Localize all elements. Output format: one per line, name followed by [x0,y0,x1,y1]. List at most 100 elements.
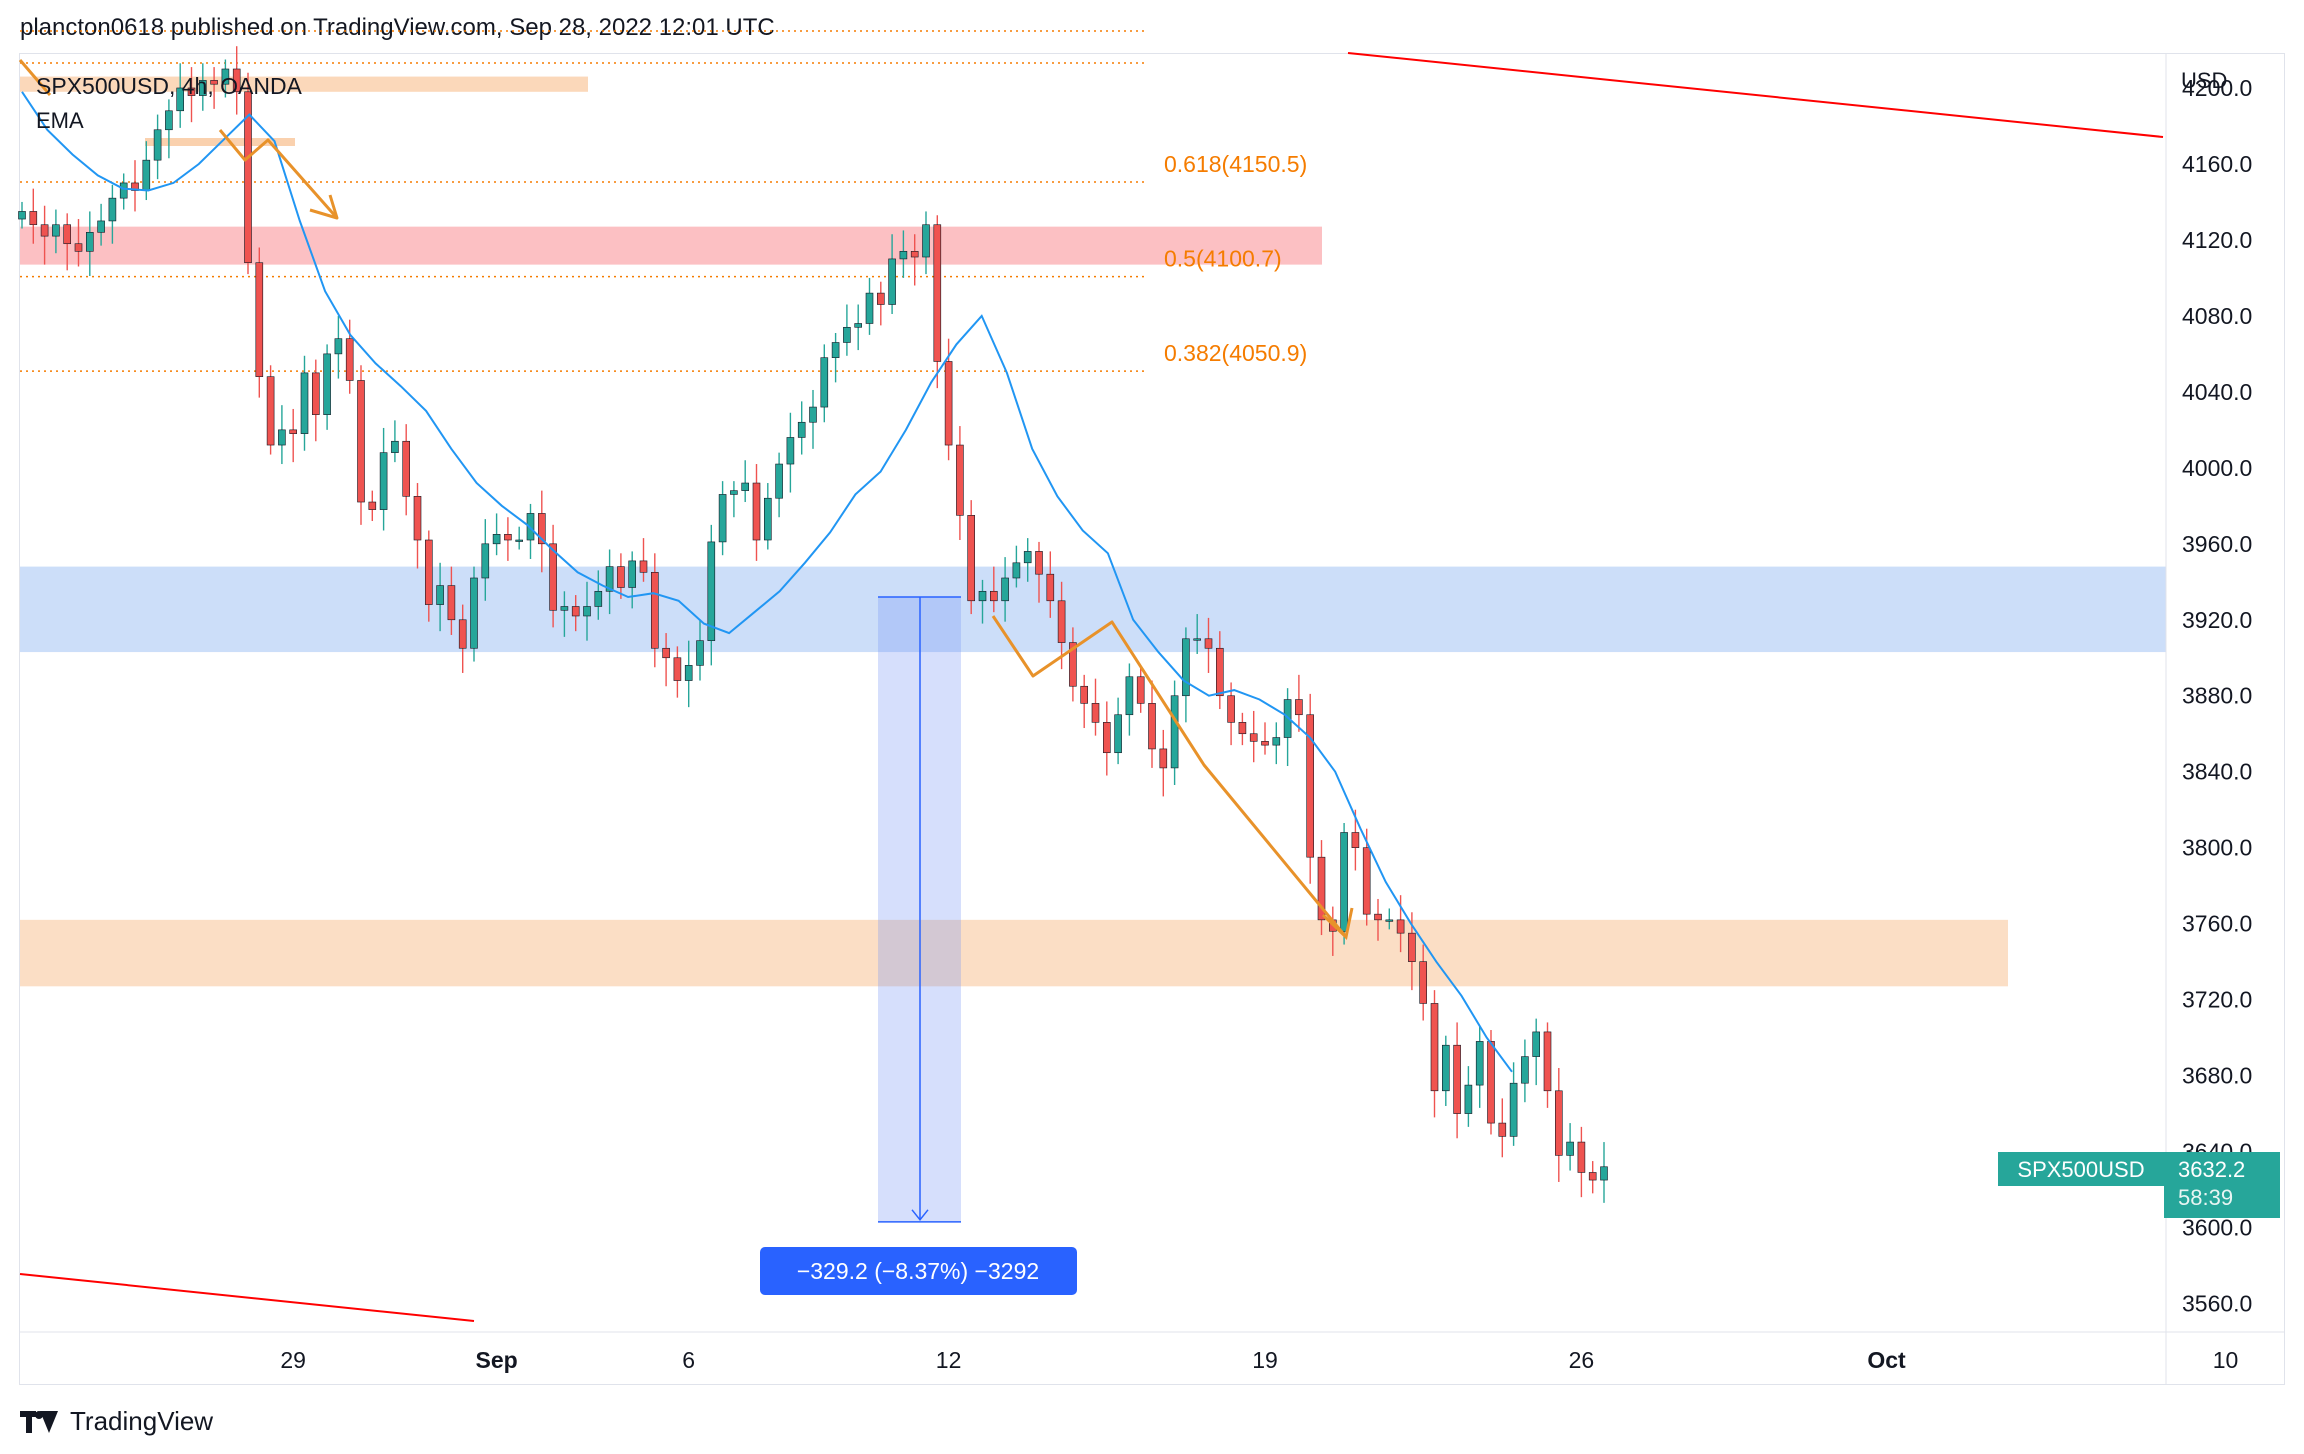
candle-body [1295,699,1303,716]
measure-layer: −329.2 (−8.37%) −3292 [760,596,1077,1295]
candle-body [1475,1041,1484,1086]
fib-label-1: 0.5(4100.7) [1164,246,1282,272]
fib-label-0: 0.618(4150.5) [1164,151,1307,177]
price-tag-countdown: 58:39 [2178,1185,2233,1210]
candle-body [244,91,252,264]
candle-body [809,406,817,423]
footer-brand: TradingView [70,1406,214,1436]
candle-body [119,182,128,199]
candle-body [526,513,535,541]
candle-body [967,515,976,602]
candle-body [1012,562,1021,579]
candle-body [1249,733,1258,742]
candle-body [854,323,863,328]
x-tick-label: Sep [476,1347,518,1373]
candle-body [86,232,94,252]
candle-body [1543,1031,1552,1092]
candle-body [888,258,896,305]
y-tick-label: 4160.0 [2182,151,2252,177]
candle-body [187,87,196,96]
candle-body [492,534,501,545]
annotation-arrow-head [1321,907,1354,940]
candle-body [831,342,840,358]
candle-body [345,338,354,381]
candle-body [1170,695,1179,769]
candle-body [922,224,930,258]
candle-body [289,429,298,434]
candle-body [843,326,851,343]
candle-body [357,380,365,503]
candle-body [311,372,320,415]
candle-body [933,224,942,362]
candle-body [424,539,433,605]
candle-body [865,292,874,324]
price-tag-symbol: SPX500USD [2017,1157,2144,1182]
candle-body [820,357,829,408]
candle-body [1408,932,1416,962]
candle-body [1272,737,1281,746]
candle-body [391,440,399,453]
y-tick-label: 4120.0 [2182,227,2252,253]
candle-body [1442,1044,1450,1092]
y-tick-label: 4040.0 [2182,379,2252,405]
annotation-arrow-1 [218,129,339,219]
measure-label: −329.2 (−8.37%) −3292 [797,1258,1039,1284]
candle-body [334,338,343,355]
candle-body [605,566,614,592]
publish-header: plancton0618 published on TradingView.co… [20,14,775,41]
candle-body [1521,1056,1529,1084]
candle-body [1193,638,1201,641]
candle-body [1600,1166,1608,1181]
fib-layer: 0.618(4150.5) 0.5(4100.7) 0.382(4050.9) [20,30,1307,372]
y-tick-label: 3560.0 [2182,1291,2252,1317]
candle-body [594,590,603,607]
candle-body [1351,832,1360,848]
candle-body [1216,647,1224,697]
candle-body [368,501,377,510]
candle-body [1362,847,1371,915]
candle-body [470,577,478,649]
candle-body [165,110,173,131]
y-tick-label: 3880.0 [2182,683,2252,709]
candle-body [323,353,331,415]
candle-body [1588,1172,1597,1181]
candle-body [40,224,49,237]
x-tick-label: 10 [2213,1347,2239,1373]
candle-body [300,372,309,434]
tradingview-logo[interactable]: TradingView [20,1406,213,1437]
x-tick-label: Oct [1867,1347,1906,1373]
candle-body [910,251,919,258]
y-tick-label: 3840.0 [2182,759,2252,785]
candle-body [1227,695,1235,723]
candle-body [1091,703,1100,723]
candle-body [232,68,241,93]
candle-body [1001,577,1009,602]
y-tick-label: 4000.0 [2182,455,2252,481]
candle-body [797,421,806,438]
legend-indicator: EMA [36,108,84,133]
candle-body [1532,1031,1540,1057]
candle-body [956,444,964,516]
candle-body [1385,919,1394,922]
candle-body [1204,638,1213,649]
candle-body [504,534,512,541]
candle-body [142,159,151,191]
candle-body [571,606,580,617]
candle-body [1057,600,1066,643]
candle-body [752,482,761,541]
axis-currency: USD [2181,68,2227,93]
candle-body [266,376,275,446]
y-tick-label: 3920.0 [2182,607,2252,633]
candle-body [1374,913,1382,921]
candle-body [1125,676,1134,716]
y-tick-label: 3680.0 [2182,1063,2252,1089]
candle-body [413,496,422,541]
candle-body [741,482,750,491]
y-tick-label: 3800.0 [2182,835,2252,861]
zones-layer [20,76,2166,987]
y-tick-label: 4200.0 [2182,75,2252,101]
candle-body [1453,1044,1461,1114]
candle-body [1148,703,1156,750]
candle-body [436,585,444,605]
